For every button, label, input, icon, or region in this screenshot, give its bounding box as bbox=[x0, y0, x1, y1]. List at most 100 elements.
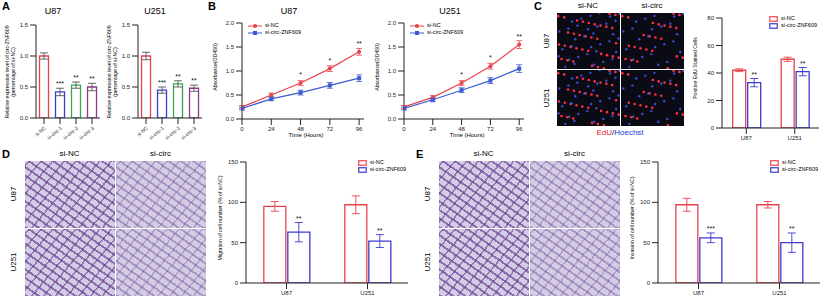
svg-text:2.0: 2.0 bbox=[388, 20, 397, 26]
html-text:Relative expression level of c: Relative expression level of circ-ZNF609… bbox=[3, 24, 15, 119]
svg-text:50: 50 bbox=[231, 240, 238, 246]
svg-text:1.0: 1.0 bbox=[388, 68, 397, 74]
svg-text:60: 60 bbox=[707, 43, 714, 49]
svg-text:**: ** bbox=[751, 71, 757, 78]
svg-text:**: ** bbox=[789, 225, 795, 232]
svg-text:1.0: 1.0 bbox=[20, 53, 29, 59]
svg-text:U87: U87 bbox=[281, 290, 293, 295]
svg-text:0: 0 bbox=[402, 126, 406, 131]
svg-text:**: ** bbox=[73, 74, 79, 81]
svg-text:0.5: 0.5 bbox=[122, 84, 131, 90]
html-text:Relative expression level of c: Relative expression level of circ-ZNF609… bbox=[105, 24, 117, 119]
svg-text:0.5: 0.5 bbox=[226, 92, 235, 98]
svg-text:24: 24 bbox=[268, 126, 275, 131]
svg-text:**: ** bbox=[89, 75, 95, 82]
svg-text:si-NC: si-NC bbox=[33, 124, 47, 138]
html-text:Absorbance(OD450): Absorbance(OD450) bbox=[212, 43, 218, 91]
html-text:U251: U251 bbox=[423, 252, 432, 272]
html-text:si-NC: si-NC bbox=[59, 149, 80, 158]
html-text:U251: U251 bbox=[9, 252, 18, 272]
svg-text:1.0: 1.0 bbox=[226, 68, 235, 74]
svg-text:***: *** bbox=[707, 225, 715, 232]
svg-text:0: 0 bbox=[711, 125, 715, 131]
svg-text:0.0: 0.0 bbox=[122, 115, 131, 121]
html-text:B: B bbox=[208, 0, 216, 12]
html-text:C: C bbox=[534, 0, 542, 12]
svg-text:48: 48 bbox=[297, 126, 304, 131]
html-text:si-circ-ZNF609: si-circ-ZNF609 bbox=[265, 29, 302, 35]
html-text:U87: U87 bbox=[280, 6, 298, 16]
svg-text:96: 96 bbox=[516, 126, 523, 131]
html-text:U251: U251 bbox=[541, 87, 550, 108]
html-text:si-NC: si-NC bbox=[473, 149, 494, 158]
svg-text:U87: U87 bbox=[693, 290, 705, 295]
html-text:A: A bbox=[2, 0, 10, 12]
svg-text:si-circ-1: si-circ-1 bbox=[148, 125, 165, 140]
svg-text:si-circ-1: si-circ-1 bbox=[46, 125, 63, 140]
html-text:U87: U87 bbox=[9, 186, 18, 202]
svg-text:**: ** bbox=[516, 33, 522, 40]
html-text:si-NC: si-NC bbox=[578, 1, 598, 10]
svg-text:100: 100 bbox=[228, 199, 239, 205]
svg-text:U251: U251 bbox=[360, 290, 375, 295]
svg-text:**: ** bbox=[377, 227, 383, 234]
html-text:U251: U251 bbox=[144, 6, 166, 16]
svg-text:72: 72 bbox=[487, 126, 494, 131]
svg-text:si-circ-3: si-circ-3 bbox=[180, 125, 197, 140]
svg-text:0.5: 0.5 bbox=[20, 84, 29, 90]
html-text:si-NC: si-NC bbox=[265, 22, 279, 28]
html-text:E: E bbox=[416, 148, 424, 160]
html-text:U87: U87 bbox=[423, 186, 432, 202]
svg-text:0.0: 0.0 bbox=[20, 115, 29, 121]
svg-text:1.5: 1.5 bbox=[226, 44, 235, 50]
svg-text:20: 20 bbox=[707, 98, 714, 104]
svg-text:U251: U251 bbox=[772, 290, 787, 295]
svg-text:0: 0 bbox=[235, 280, 239, 286]
svg-text:si-circ-3: si-circ-3 bbox=[78, 125, 95, 140]
svg-text:**: ** bbox=[356, 40, 362, 47]
svg-text:***: *** bbox=[158, 79, 166, 86]
svg-text:si-NC: si-NC bbox=[135, 124, 149, 138]
svg-text:**: ** bbox=[175, 73, 181, 80]
html-text:D: D bbox=[2, 148, 10, 160]
svg-text:***: *** bbox=[56, 80, 64, 87]
svg-text:1.5: 1.5 bbox=[122, 22, 131, 28]
html-text:si-circ: si-circ bbox=[564, 149, 585, 158]
svg-text:80: 80 bbox=[707, 15, 714, 21]
svg-text:si-circ-2: si-circ-2 bbox=[62, 125, 79, 140]
svg-text:0.5: 0.5 bbox=[388, 92, 397, 98]
svg-text:96: 96 bbox=[356, 126, 363, 131]
svg-text:*: * bbox=[460, 71, 463, 78]
svg-text:40: 40 bbox=[707, 70, 714, 76]
svg-text:48: 48 bbox=[458, 126, 465, 131]
html-text:U87: U87 bbox=[541, 33, 550, 48]
svg-text:150: 150 bbox=[228, 159, 239, 165]
svg-text:0: 0 bbox=[240, 126, 244, 131]
svg-text:100: 100 bbox=[640, 199, 651, 205]
svg-text:si-circ-2: si-circ-2 bbox=[164, 125, 181, 140]
svg-text:U251: U251 bbox=[788, 135, 803, 140]
svg-text:*: * bbox=[299, 71, 302, 78]
svg-text:24: 24 bbox=[429, 126, 436, 131]
svg-text:1.5: 1.5 bbox=[388, 44, 397, 50]
html-text:U251: U251 bbox=[439, 6, 461, 16]
svg-text:U87: U87 bbox=[741, 135, 753, 140]
svg-text:1.5: 1.5 bbox=[20, 22, 29, 28]
svg-text:**: ** bbox=[191, 77, 197, 84]
svg-text:0: 0 bbox=[647, 280, 651, 286]
html-text:si-circ: si-circ bbox=[641, 1, 663, 10]
svg-text:1.0: 1.0 bbox=[122, 53, 131, 59]
html-text:U87: U87 bbox=[44, 6, 62, 16]
html-text:si-circ: si-circ bbox=[150, 149, 171, 158]
svg-text:50: 50 bbox=[643, 240, 650, 246]
svg-text:*: * bbox=[328, 57, 331, 64]
svg-text:2.0: 2.0 bbox=[226, 20, 235, 26]
svg-text:0.0: 0.0 bbox=[388, 116, 397, 122]
svg-text:150: 150 bbox=[640, 159, 651, 165]
svg-text:**: ** bbox=[800, 60, 806, 67]
svg-text:**: ** bbox=[296, 215, 302, 222]
svg-text:*: * bbox=[489, 54, 492, 61]
html-text:EdU / Hoechst: EdU / Hoechst bbox=[596, 128, 644, 137]
svg-text:72: 72 bbox=[326, 126, 333, 131]
svg-text:0.0: 0.0 bbox=[226, 116, 235, 122]
